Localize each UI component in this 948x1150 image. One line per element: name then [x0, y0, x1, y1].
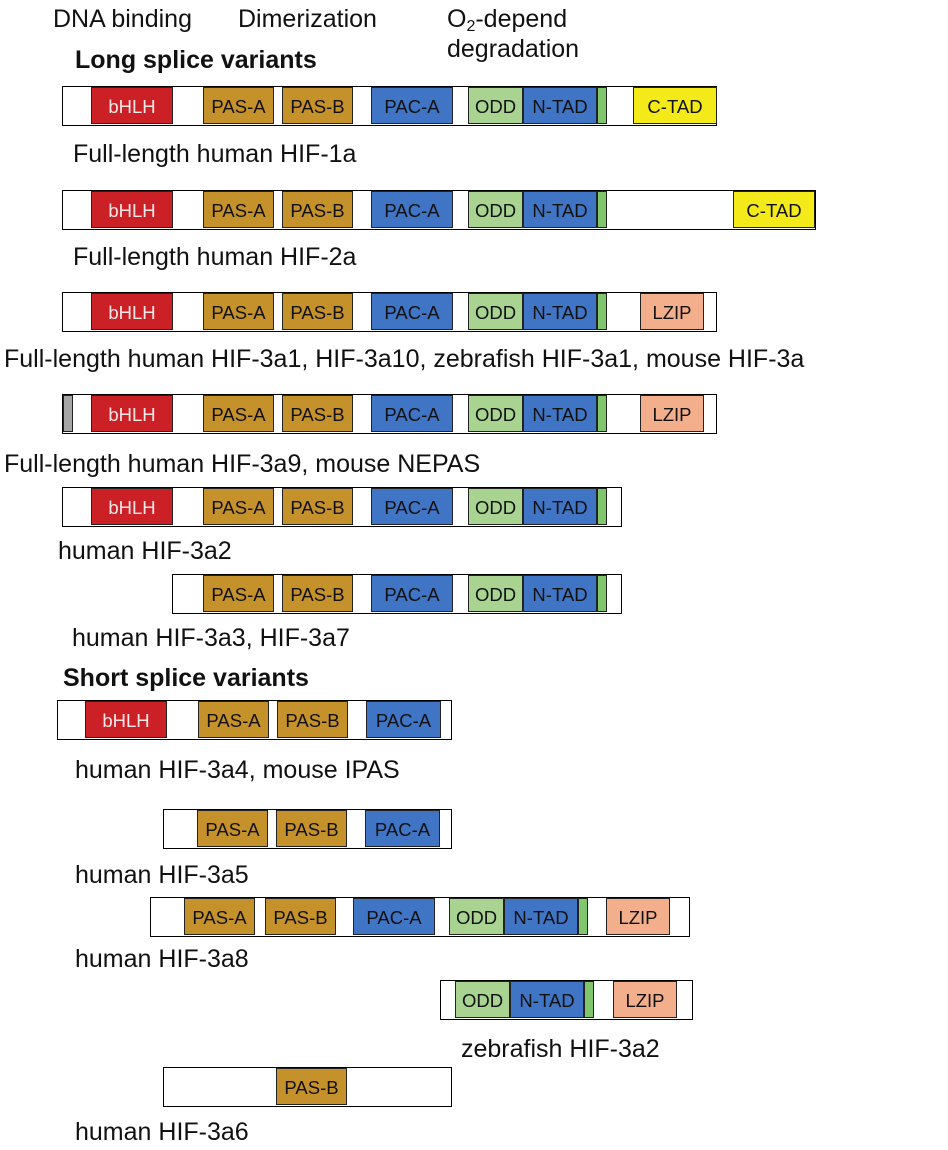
domain-pas-a: PAS-A [203, 293, 274, 330]
caption-hif-2a: Full-length human HIF-2a [73, 243, 357, 271]
header-degradation: degradation [447, 35, 580, 63]
domain-n-tad: N-TAD [523, 191, 597, 228]
domain-odd: ODD [455, 981, 510, 1018]
domain-pas-a: PAS-A [198, 701, 269, 738]
domain-green-strip [597, 488, 607, 525]
variant-bar-hif-3a6: PAS-B [163, 1067, 452, 1107]
section-long-splice-variants: Long splice variants [75, 46, 317, 74]
o2-suffix: -depend [475, 5, 568, 33]
variant-bar-hif-3a8: PAS-A PAS-B PAC-A ODD N-TAD LZIP [150, 897, 690, 937]
caption-zebrafish-hif-3a2: zebrafish HIF-3a2 [461, 1035, 660, 1063]
variant-bar-hif-1a: bHLH PAS-A PAS-B PAC-A ODD N-TAD C-TAD [62, 86, 717, 126]
domain-pas-b: PAS-B [265, 898, 336, 935]
domain-pas-b: PAS-B [282, 575, 353, 612]
domain-odd: ODD [468, 191, 523, 228]
header-dna-binding: DNA binding [53, 5, 192, 33]
variant-bar-hif-3a4: bHLH PAS-A PAS-B PAC-A [57, 700, 452, 740]
domain-pas-a: PAS-A [203, 191, 274, 228]
domain-green-strip [597, 191, 607, 228]
domain-n-tad: N-TAD [523, 488, 597, 525]
domain-pas-b: PAS-B [282, 488, 353, 525]
variant-bar-hif-2a: bHLH PAS-A PAS-B PAC-A ODD N-TAD C-TAD [62, 190, 816, 230]
domain-pac-a: PAC-A [371, 575, 453, 612]
domain-pas-a: PAS-A [203, 395, 274, 432]
domain-bhlh: bHLH [91, 395, 173, 432]
caption-hif-3a6: human HIF-3a6 [75, 1118, 249, 1146]
domain-pas-b: PAS-B [277, 701, 348, 738]
domain-n-tad: N-TAD [523, 575, 597, 612]
domain-pac-a: PAC-A [371, 87, 453, 124]
domain-n-tad: N-TAD [523, 293, 597, 330]
variant-bar-hif-3a2: bHLH PAS-A PAS-B PAC-A ODD N-TAD [62, 487, 622, 527]
variant-bar-zebrafish-hif-3a2: ODD N-TAD LZIP [440, 980, 693, 1020]
domain-grey-block [63, 395, 73, 432]
domain-green-strip [597, 395, 607, 432]
domain-n-tad: N-TAD [523, 87, 597, 124]
header-o2-depend: O2-depend [447, 5, 568, 35]
domain-c-tad: C-TAD [733, 191, 815, 228]
domain-odd: ODD [468, 395, 523, 432]
domain-bhlh: bHLH [91, 293, 173, 330]
variant-bar-hif-3a1: bHLH PAS-A PAS-B PAC-A ODD N-TAD LZIP [62, 292, 717, 332]
domain-pas-a: PAS-A [184, 898, 255, 935]
caption-hif-3a9: Full-length human HIF-3a9, mouse NEPAS [4, 450, 481, 478]
domain-pas-b: PAS-B [282, 293, 353, 330]
caption-hif-3a5: human HIF-3a5 [75, 861, 249, 889]
domain-pas-a: PAS-A [203, 87, 274, 124]
domain-n-tad: N-TAD [510, 981, 584, 1018]
domain-lzip: LZIP [640, 293, 704, 330]
domain-pas-b: PAS-B [276, 1068, 347, 1105]
domain-green-strip [578, 898, 588, 935]
section-short-splice-variants: Short splice variants [63, 664, 309, 692]
domain-pac-a: PAC-A [353, 898, 435, 935]
domain-odd: ODD [468, 293, 523, 330]
variant-bar-hif-3a3: PAS-A PAS-B PAC-A ODD N-TAD [172, 574, 622, 614]
domain-green-strip [584, 981, 594, 1018]
caption-hif-3a8: human HIF-3a8 [75, 945, 249, 973]
domain-pac-a: PAC-A [371, 395, 453, 432]
caption-hif-1a: Full-length human HIF-1a [73, 140, 357, 168]
caption-hif-3a4: human HIF-3a4, mouse IPAS [75, 756, 400, 784]
domain-bhlh: bHLH [91, 191, 173, 228]
domain-n-tad: N-TAD [523, 395, 597, 432]
domain-green-strip [597, 293, 607, 330]
variant-bar-hif-3a5: PAS-A PAS-B PAC-A [163, 809, 452, 849]
o2-prefix: O [447, 5, 467, 33]
domain-odd: ODD [468, 87, 523, 124]
domain-pas-b: PAS-B [282, 395, 353, 432]
caption-hif-3a1: Full-length human HIF-3a1, HIF-3a10, zeb… [4, 345, 805, 373]
domain-green-strip [597, 87, 607, 124]
domain-lzip: LZIP [613, 981, 677, 1018]
domain-pas-a: PAS-A [203, 488, 274, 525]
domain-odd: ODD [468, 488, 523, 525]
domain-pac-a: PAC-A [371, 293, 453, 330]
domain-odd: ODD [449, 898, 504, 935]
domain-bhlh: bHLH [91, 87, 173, 124]
caption-hif-3a2: human HIF-3a2 [58, 537, 232, 565]
domain-lzip: LZIP [640, 395, 704, 432]
domain-pac-a: PAC-A [371, 191, 453, 228]
domain-pac-a: PAC-A [371, 488, 453, 525]
domain-pas-a: PAS-A [197, 810, 268, 847]
domain-pas-b: PAS-B [282, 191, 353, 228]
domain-pas-a: PAS-A [203, 575, 274, 612]
domain-c-tad: C-TAD [633, 87, 717, 124]
domain-pac-a: PAC-A [366, 701, 441, 738]
caption-hif-3a3-3a7: human HIF-3a3, HIF-3a7 [72, 624, 350, 652]
o2-subscript: 2 [466, 18, 476, 35]
domain-green-strip [597, 575, 607, 612]
domain-lzip: LZIP [606, 898, 670, 935]
domain-odd: ODD [468, 575, 523, 612]
domain-bhlh: bHLH [91, 488, 173, 525]
domain-pas-b: PAS-B [282, 87, 353, 124]
domain-n-tad: N-TAD [504, 898, 578, 935]
domain-bhlh: bHLH [85, 701, 167, 738]
domain-pac-a: PAC-A [365, 810, 440, 847]
variant-bar-hif-3a9: bHLH PAS-A PAS-B PAC-A ODD N-TAD LZIP [62, 394, 717, 434]
domain-pas-b: PAS-B [276, 810, 347, 847]
header-dimerization: Dimerization [238, 5, 377, 33]
